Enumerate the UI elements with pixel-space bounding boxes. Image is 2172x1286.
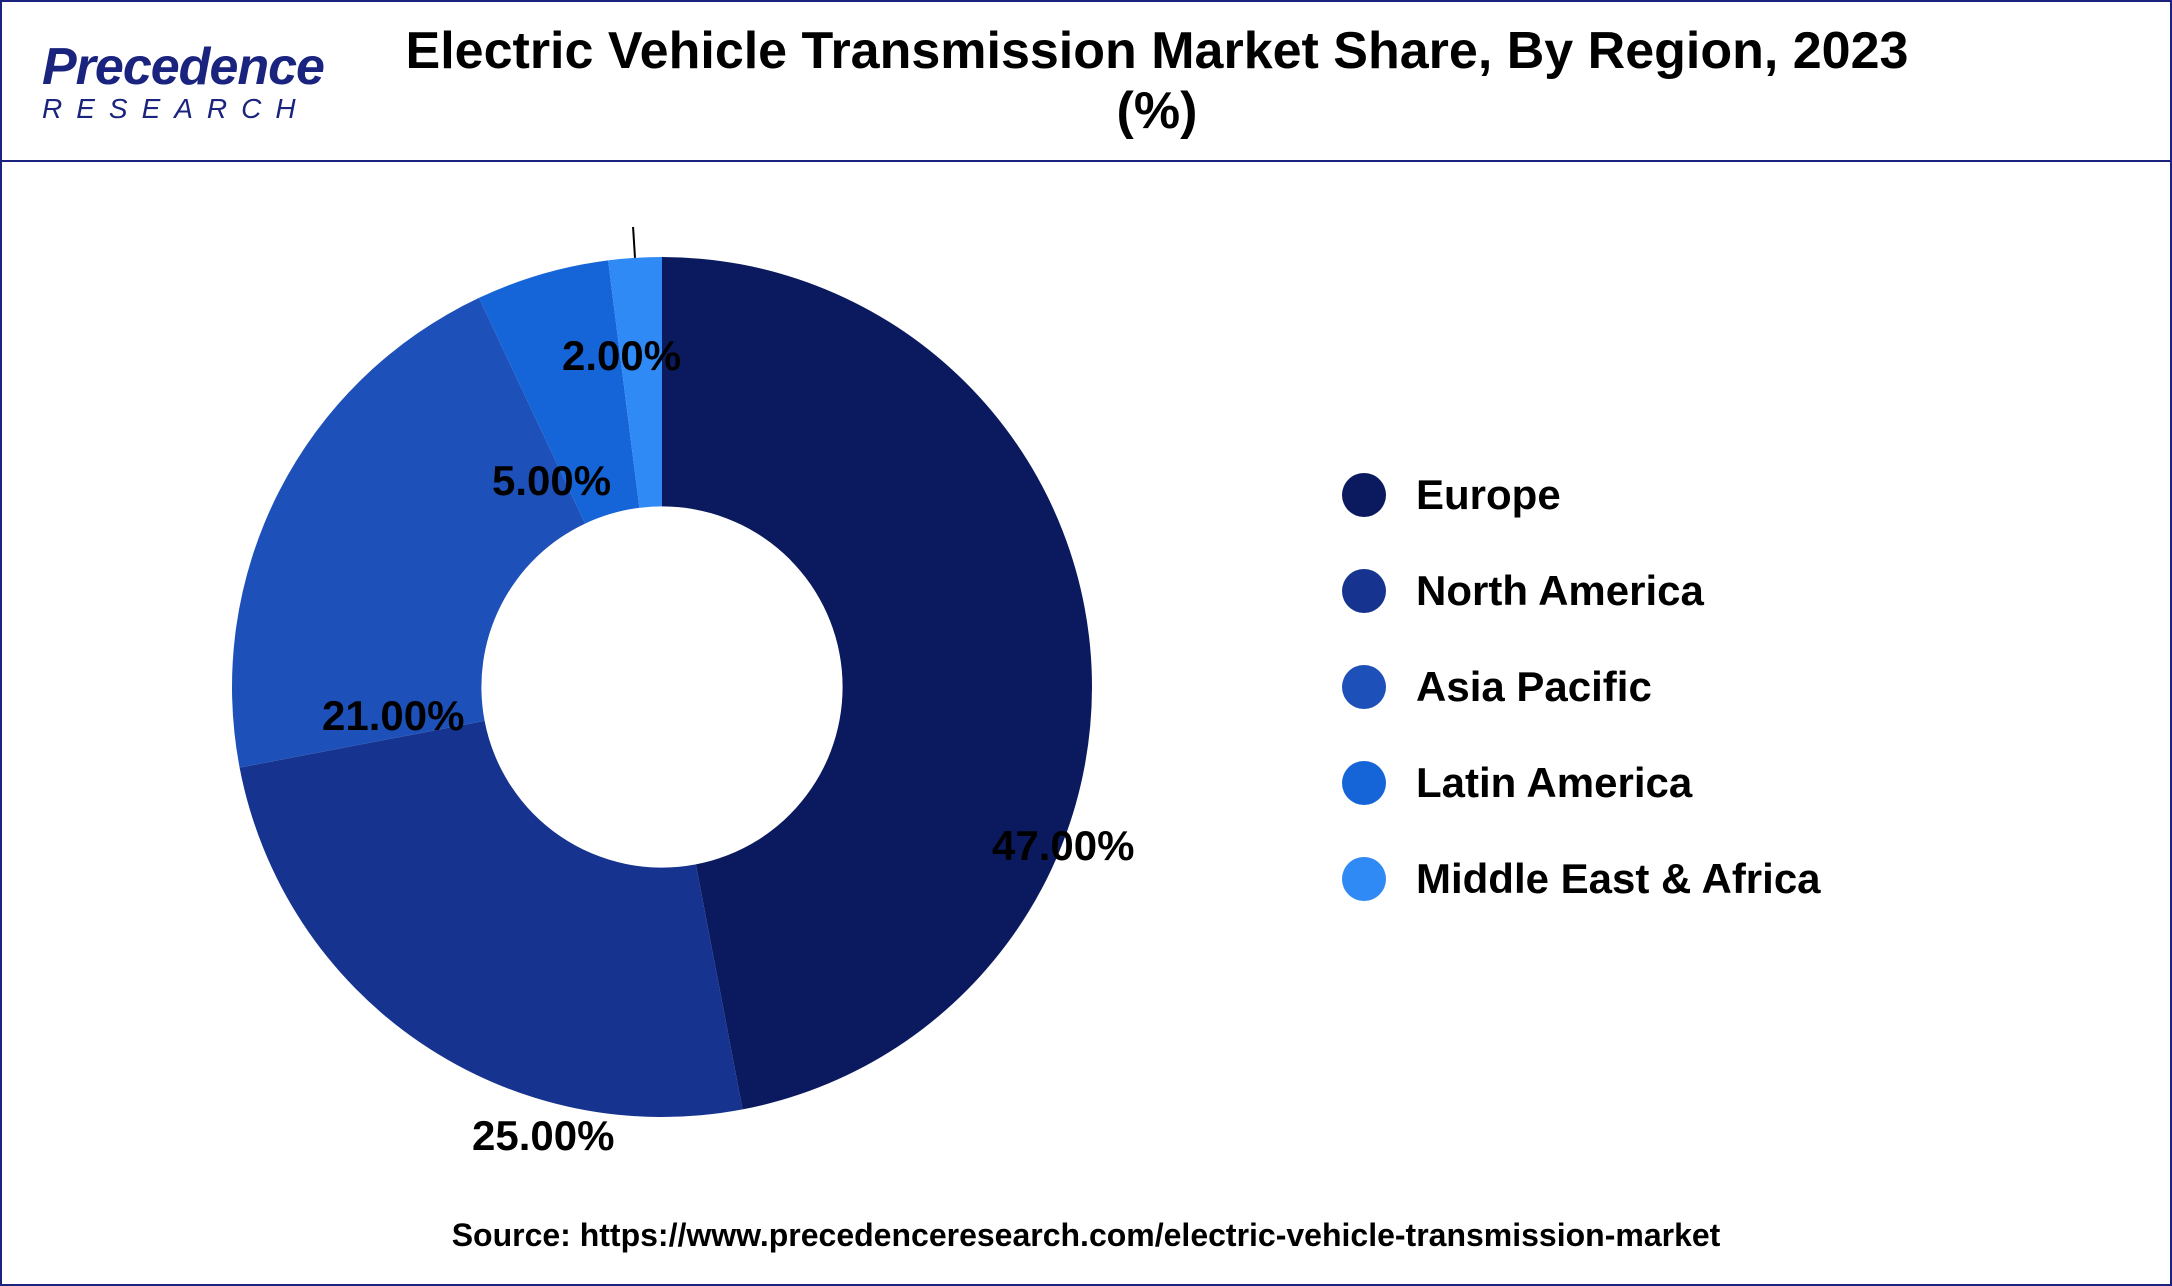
legend-dot-icon [1342,665,1386,709]
legend-item-3: Latin America [1342,759,2170,807]
content: 47.00% 25.00% 21.00% 5.00% 2.00% Europe North… [2,162,2170,1212]
slice-label-3: 5.00% [492,457,611,505]
legend-label: Latin America [1416,759,1692,807]
header: Precedence RESEARCH Electric Vehicle Tra… [2,2,2170,162]
legend-label: Middle East & Africa [1416,855,1821,903]
legend-label: Europe [1416,471,1561,519]
logo: Precedence RESEARCH [42,37,324,125]
chart-area: 47.00% 25.00% 21.00% 5.00% 2.00% [2,162,1322,1212]
legend-dot-icon [1342,761,1386,805]
legend: Europe North America Asia Pacific Latin Ame… [1322,162,2170,1212]
donut-slice-1 [240,721,743,1117]
legend-label: Asia Pacific [1416,663,1652,711]
slice-label-4: 2.00% [562,332,681,380]
legend-item-2: Asia Pacific [1342,663,2170,711]
legend-dot-icon [1342,857,1386,901]
leader-line [631,227,635,258]
slice-label-1: 25.00% [472,1112,614,1160]
logo-sub: RESEARCH [42,93,324,125]
legend-item-1: North America [1342,567,2170,615]
legend-dot-icon [1342,473,1386,517]
source-text: Source: https://www.precedenceresearch.c… [2,1217,2170,1254]
legend-item-0: Europe [1342,471,2170,519]
donut-slice-0 [662,257,1092,1109]
slice-label-0: 47.00% [992,822,1134,870]
legend-dot-icon [1342,569,1386,613]
chart-title: Electric Vehicle Transmission Market Sha… [384,21,2130,141]
slice-label-2: 21.00% [322,692,464,740]
legend-label: North America [1416,567,1704,615]
logo-main: Precedence [42,37,324,97]
legend-item-4: Middle East & Africa [1342,855,2170,903]
